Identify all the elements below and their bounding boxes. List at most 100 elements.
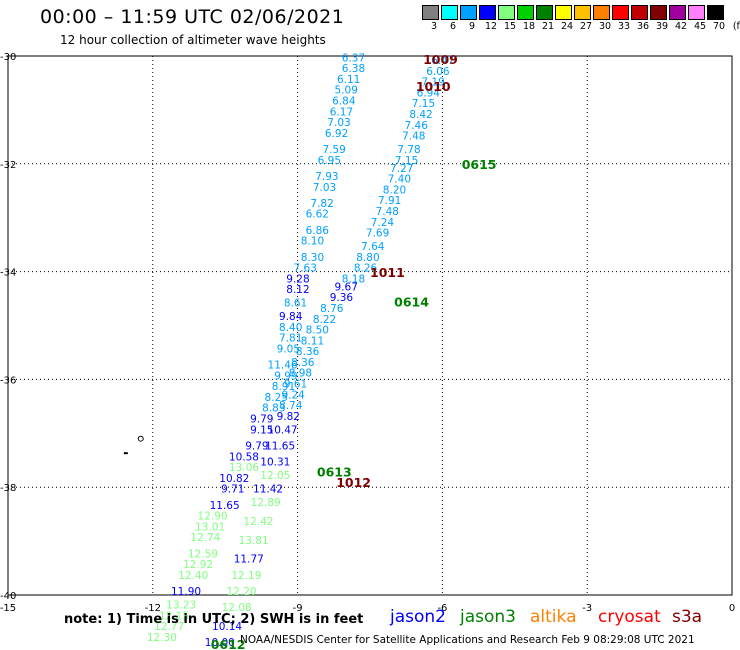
legend-tick-label: 36 — [636, 21, 650, 32]
legend-swatch — [650, 5, 667, 20]
wave-height-label: 8.91 — [272, 381, 295, 393]
legend-swatch — [631, 5, 648, 20]
y-tick-label: -30 — [0, 52, 16, 63]
legend-tick-label: 18 — [522, 21, 536, 32]
wave-height-label: 9.84 — [279, 311, 303, 323]
wave-height-label: 9.36 — [330, 292, 354, 304]
wave-height-label: 7.81 — [279, 333, 302, 345]
wave-height-label: 6.95 — [318, 155, 341, 167]
wave-height-label: 9.71 — [221, 484, 244, 496]
wave-height-label: 6.62 — [306, 209, 329, 221]
wave-height-label: 9.79 — [250, 414, 273, 426]
y-tick-label: -34 — [0, 268, 16, 279]
wave-height-label: 12.92 — [183, 559, 213, 571]
wave-height-label: 10.47 — [268, 424, 298, 436]
wave-height-label: 7.03 — [327, 117, 350, 129]
wave-height-label: 6.37 — [342, 52, 365, 64]
y-tick-label: -38 — [0, 483, 16, 494]
wave-height-label: 11.46 — [268, 360, 298, 372]
wave-height-label: 6.84 — [332, 96, 356, 108]
wave-height-label: 6.17 — [330, 106, 353, 118]
wave-height-label: 7.40 — [388, 174, 411, 186]
y-tick-label: -36 — [0, 375, 16, 386]
wave-height-label: 12.15 — [159, 610, 189, 622]
legend-tick-label: 6 — [449, 21, 457, 32]
wave-height-label: 13.06 — [229, 462, 259, 474]
wave-height-label: 8.36 — [291, 357, 315, 369]
legend-tick-label: 3 — [430, 21, 438, 32]
wave-height-label: 8.12 — [286, 284, 309, 296]
wave-height-label: 7.15 — [412, 98, 435, 110]
wave-height-label: 9.67 — [335, 281, 358, 293]
wave-height-label: 6.47 — [431, 55, 454, 67]
pass-time-label: 1010 — [416, 79, 451, 94]
wave-height-label: 9.61 — [284, 378, 307, 390]
pass-time-label: 0615 — [462, 157, 497, 172]
legend-tick-label: 24 — [560, 21, 574, 32]
legend-swatch — [460, 5, 477, 20]
legend-tick-label: 42 — [674, 21, 688, 32]
wave-height-label: 6.86 — [306, 225, 330, 237]
wave-height-label: 8.83 — [262, 403, 285, 415]
wave-height-label: 7.24 — [371, 217, 395, 229]
legend-tick-label: 39 — [655, 21, 669, 32]
island-mark — [137, 435, 144, 442]
wave-height-label: 8.98 — [289, 368, 312, 380]
legend-unit-label: (ft) — [732, 21, 740, 32]
island-mark — [123, 452, 128, 455]
satellite-label-s3a: s3a — [672, 607, 703, 627]
wave-height-label: 6.11 — [337, 74, 360, 86]
footnote: note: 1) Time is in UTC; 2) SWH is in fe… — [64, 612, 364, 627]
credit-line: NOAA/NESDIS Center for Satellite Applica… — [240, 634, 695, 646]
wave-height-label: 8.30 — [301, 252, 324, 264]
wave-height-label: 12.08 — [222, 602, 252, 614]
legend-swatch — [574, 5, 591, 20]
legend-swatch — [536, 5, 553, 20]
wave-height-label: 12.42 — [243, 516, 273, 528]
wave-height-label: 13.23 — [166, 599, 196, 611]
legend-tick-label: 70 — [712, 21, 726, 32]
legend-swatch — [441, 5, 458, 20]
pass-time-label: 0613 — [317, 464, 352, 479]
chart-title: 00:00 – 11:59 UTC 02/06/2021 — [40, 6, 345, 28]
wave-height-label: 5.09 — [335, 85, 358, 97]
wave-height-label: 8.61 — [284, 298, 307, 310]
wave-height-label: 8.20 — [383, 184, 406, 196]
wave-height-label: 7.48 — [376, 206, 399, 218]
y-tick-label: -40 — [0, 591, 16, 602]
wave-height-label: 9.28 — [286, 273, 309, 285]
wave-height-label: 8.50 — [306, 325, 329, 337]
wave-height-label: 8.25 — [265, 392, 288, 404]
wave-height-label: 9.15 — [250, 424, 273, 436]
wave-height-label: 7.03 — [313, 182, 336, 194]
wave-height-label: 9.79 — [245, 440, 268, 452]
wave-height-label: 7.48 — [402, 131, 425, 143]
wave-height-label: 7.91 — [378, 195, 401, 207]
y-tick-label: -32 — [0, 160, 16, 171]
wave-height-label: 8.36 — [296, 346, 320, 358]
wave-height-label: 6.38 — [342, 63, 365, 75]
wave-height-label: 11.77 — [234, 554, 264, 566]
wave-height-label: 6.06 — [426, 66, 450, 78]
legend-swatch — [517, 5, 534, 20]
wave-height-label: 9.82 — [277, 411, 300, 423]
wave-height-label: 12.77 — [154, 621, 184, 633]
wave-height-label: 8.74 — [279, 400, 303, 412]
wave-height-label: 9.99 — [274, 370, 297, 382]
pass-time-label: 1009 — [423, 52, 458, 67]
wave-height-label: 12.30 — [147, 632, 177, 644]
wave-height-label: 6.92 — [325, 128, 348, 140]
wave-height-label: 8.40 — [279, 322, 302, 334]
wave-height-label: 7.93 — [315, 171, 338, 183]
wave-height-label: 12.90 — [198, 511, 228, 523]
legend-tick-label: 21 — [541, 21, 555, 32]
wave-height-label: 8.42 — [409, 109, 432, 121]
wave-height-label: 6.94 — [417, 87, 441, 99]
wave-height-label: 11.65 — [265, 440, 295, 452]
wave-height-label: 7.59 — [322, 144, 345, 156]
satellite-label-cryosat: cryosat — [598, 607, 661, 627]
wave-height-label: 11.42 — [253, 484, 283, 496]
pass-time-label: 1012 — [336, 475, 371, 490]
legend-swatch — [688, 5, 705, 20]
